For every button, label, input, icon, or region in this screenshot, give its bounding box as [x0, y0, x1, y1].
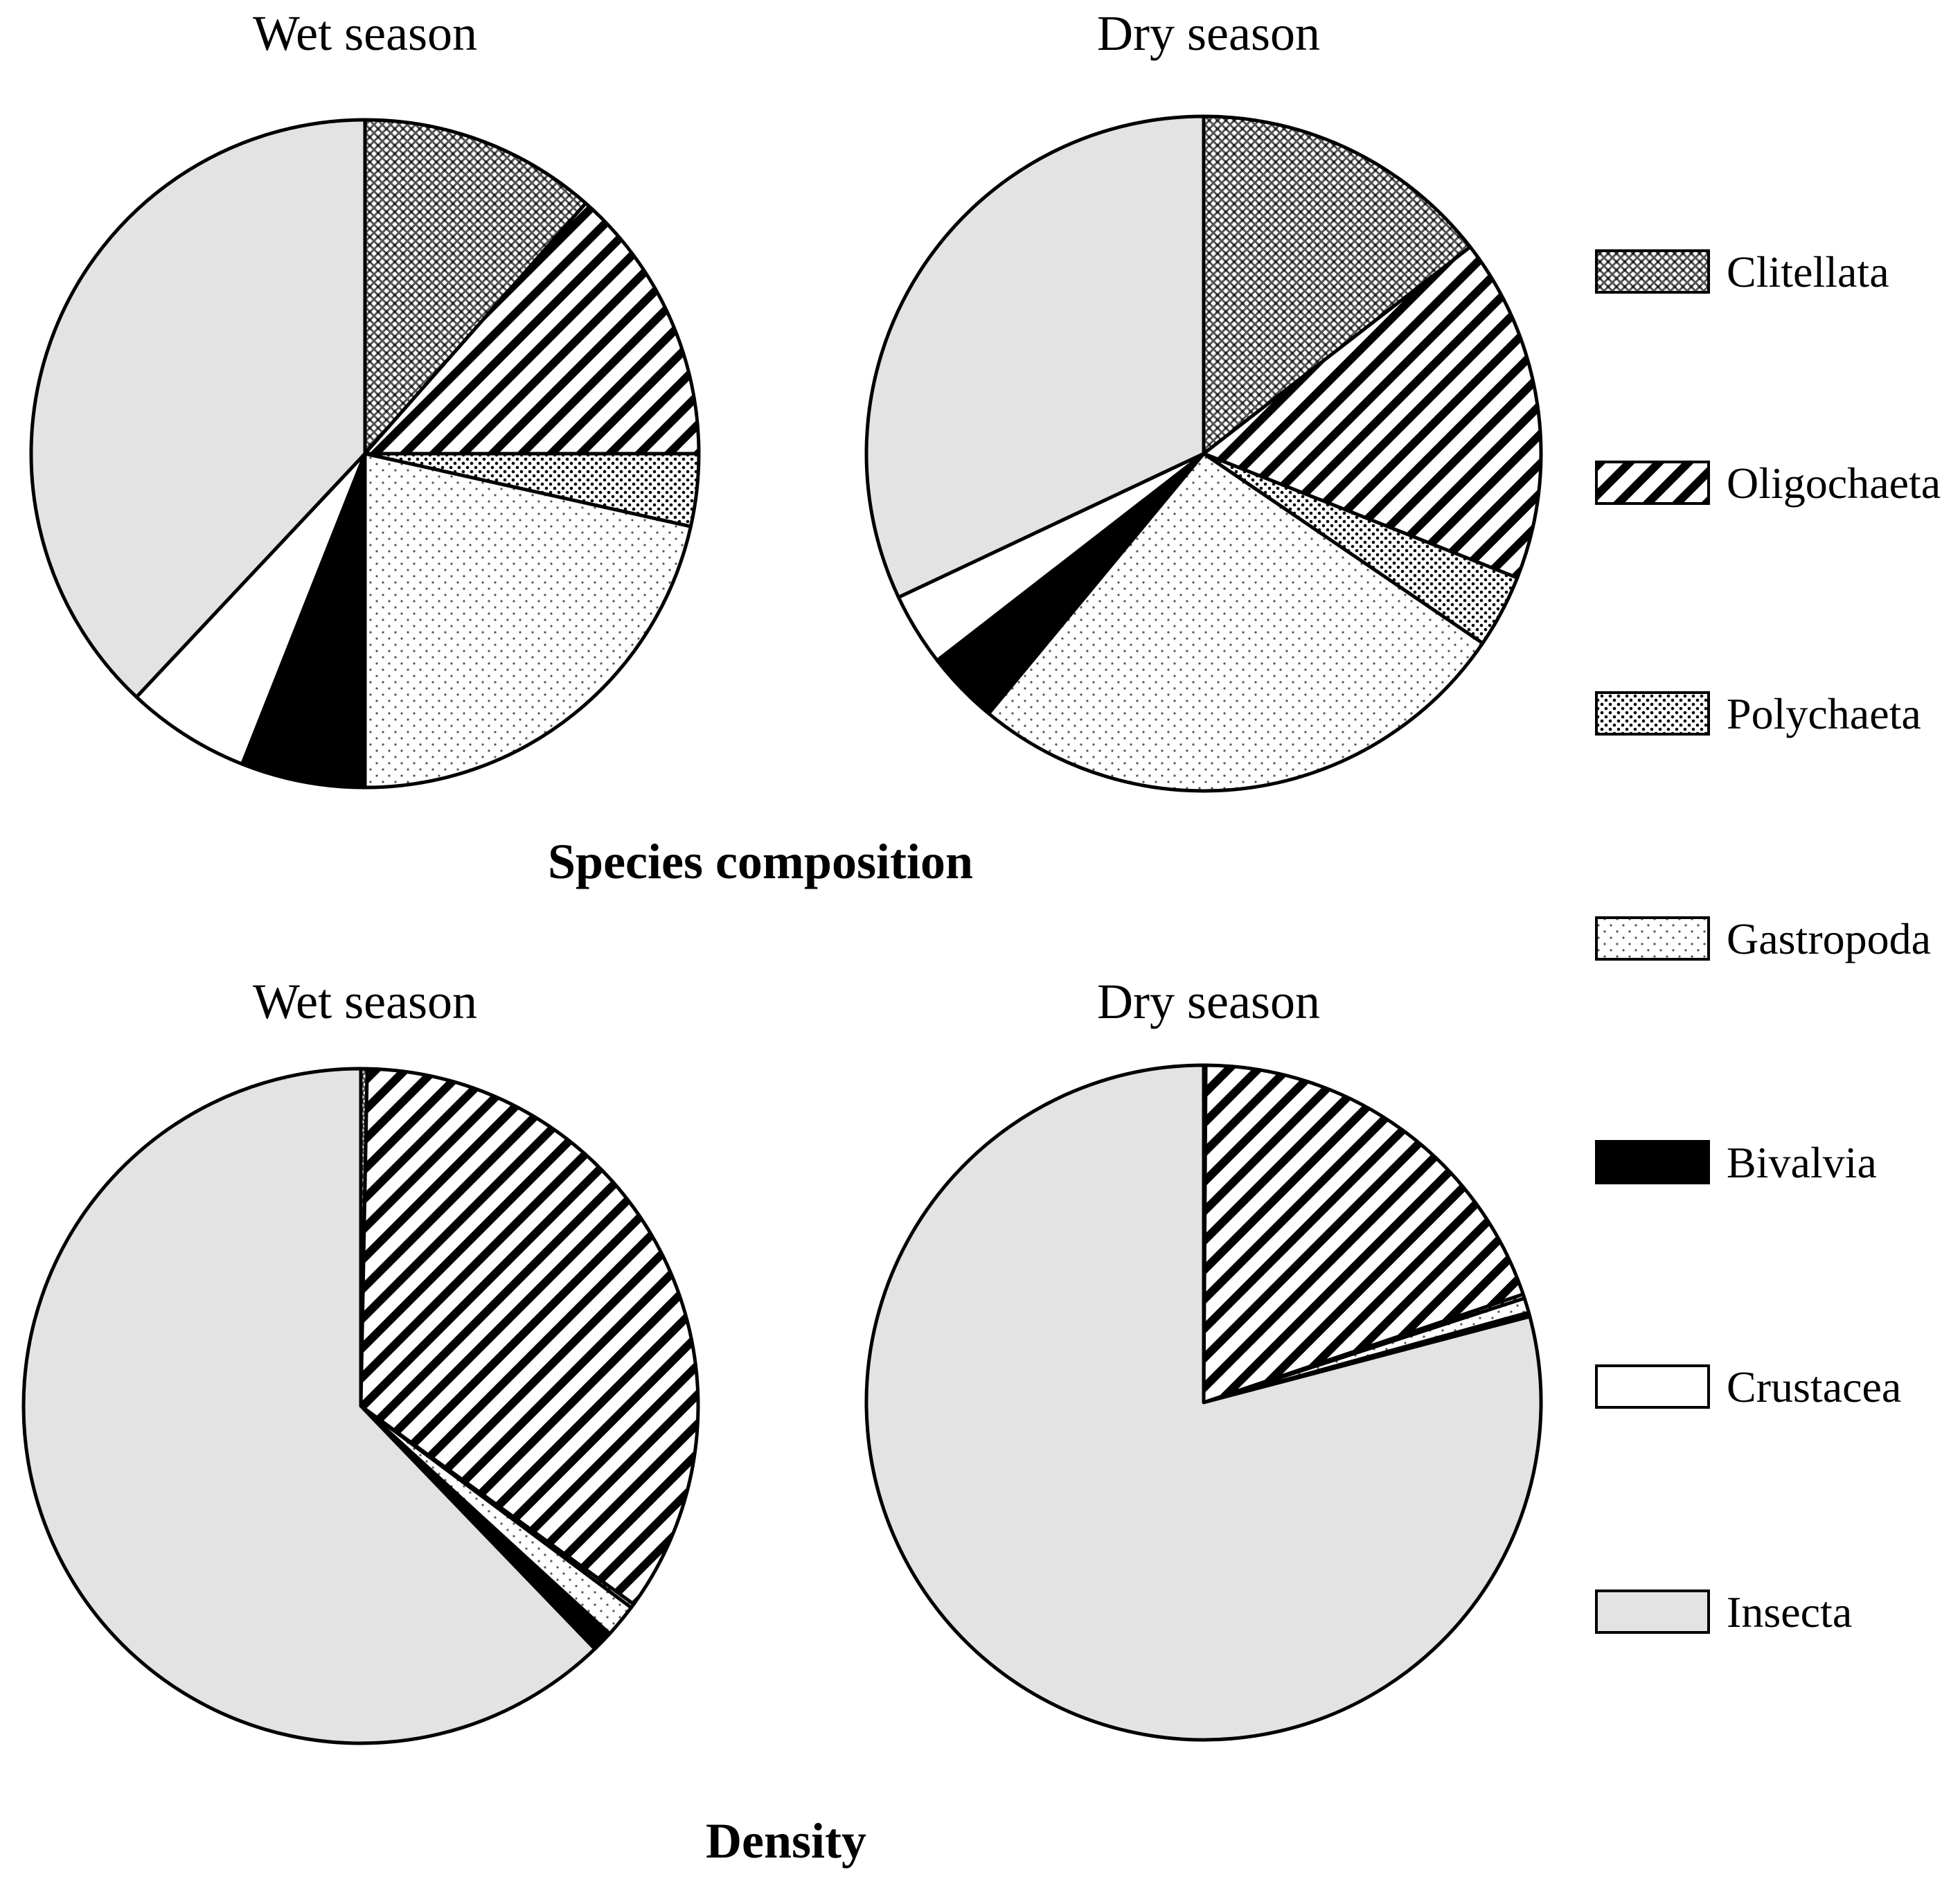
pie-slice-species-composition-dry-season-oligochaeta — [1202, 245, 1543, 580]
pie-title-density-dry: Dry season — [1097, 974, 1320, 1029]
pie-slice-density-wet-season-insecta — [21, 1067, 597, 1745]
section-title-density: Density — [706, 1813, 866, 1869]
pie-slice-density-wet-season-oligochaeta — [359, 1067, 700, 1606]
pie-slice-species-composition-dry-season-clitellata — [1202, 114, 1472, 456]
pie-slice-species-composition-wet-season-crustacea — [134, 452, 367, 766]
pie-slice-species-composition-dry-season-gastropoda — [987, 452, 1485, 793]
legend-swatch-oligochaeta — [1595, 461, 1710, 505]
pie-composition-dry — [864, 114, 1543, 793]
legend-label-gastropoda: Gastropoda — [1727, 914, 1931, 963]
legend-swatch-crustacea — [1595, 1364, 1710, 1409]
pie-slice-species-composition-wet-season-clitellata — [363, 118, 588, 456]
pie-title-composition-wet: Wet season — [253, 6, 477, 61]
legend-label-insecta: Insecta — [1727, 1587, 1852, 1637]
pie-slice-density-dry-season-oligochaeta — [1202, 1063, 1525, 1405]
section-title-species-composition: Species composition — [548, 834, 973, 889]
legend-label-bivalvia: Bivalvia — [1727, 1138, 1877, 1187]
pie-slice-species-composition-wet-season-gastropoda — [363, 452, 693, 790]
pie-title-composition-dry: Dry season — [1097, 6, 1320, 61]
legend-swatch-bivalvia — [1595, 1140, 1710, 1184]
pie-slice-species-composition-wet-season-bivalvia — [240, 452, 367, 790]
legend-swatch-gastropoda — [1595, 916, 1710, 961]
pie-title-density-wet: Wet season — [253, 974, 477, 1029]
legend-label-clitellata: Clitellata — [1727, 247, 1889, 296]
legend-swatch-polychaeta — [1595, 691, 1710, 736]
pie-slice-species-composition-wet-season-oligochaeta — [363, 201, 701, 456]
pie-composition-wet — [29, 118, 701, 790]
pie-slice-density-dry-season-insecta — [864, 1063, 1543, 1742]
pie-density-wet — [21, 1067, 700, 1745]
legend-swatch-clitellata — [1595, 249, 1710, 294]
legend-label-polychaeta: Polychaeta — [1727, 689, 1921, 738]
legend-label-oligochaeta: Oligochaeta — [1727, 458, 1941, 508]
legend-swatch-insecta — [1595, 1589, 1710, 1634]
pie-slice-species-composition-wet-season-insecta — [29, 118, 367, 699]
pie-density-dry — [864, 1063, 1543, 1742]
legend-label-crustacea: Crustacea — [1727, 1362, 1901, 1412]
pie-slice-species-composition-dry-season-insecta — [864, 114, 1206, 599]
legend: Clitellata Oligochaeta Polychaeta Gastropod… — [1595, 247, 1941, 1637]
